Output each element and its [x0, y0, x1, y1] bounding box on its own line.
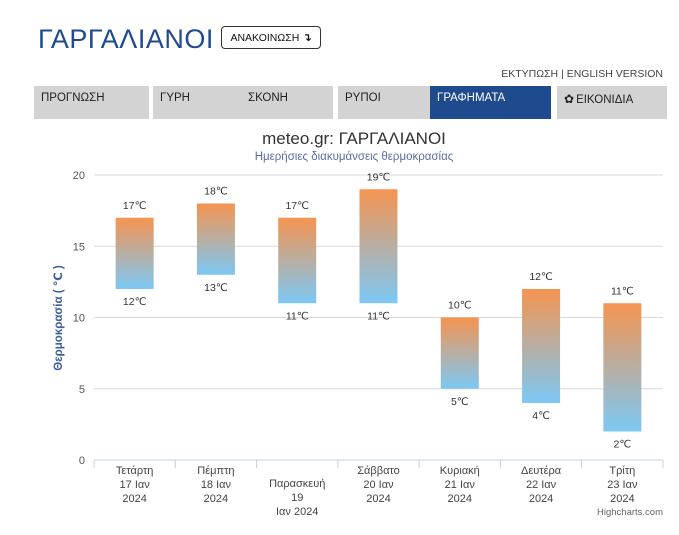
high-temp-label: 18℃ [204, 186, 227, 198]
y-tick-label: 5 [79, 384, 85, 396]
x-tick-label: Τρίτη 23 Ιαν 2024 [607, 465, 638, 505]
chart-subtitle: Ημερήσιες διακυμάνσεις θερμοκρασίας [255, 151, 454, 163]
print-link[interactable]: ΕΚΤΥΠΩΣΗ [501, 68, 559, 80]
announcement-label: ΑΝΑΚΟΙΝΩΣΗ [230, 31, 300, 44]
arrow-down-icon: ↴ [302, 32, 312, 44]
high-temp-label: 17℃ [285, 200, 308, 212]
nav-tabs: ΠΡΟΓΝΩΣΗ ΓΥΡΗ ΣΚΟΝΗ ΡΥΠΟΙ ΓΡΑΦΗΜΑΤΑ ✿ ΕΙΚ… [34, 86, 667, 119]
high-temp-label: 11℃ [611, 285, 634, 297]
gear-icon: ✿ [564, 92, 575, 106]
chart-title: meteo.gr: ΓΑΡΓΑΛΙΑΝΟΙ [262, 129, 446, 148]
temperature-range-bar [278, 217, 317, 304]
low-temp-label: 4℃ [532, 410, 550, 422]
tab-dust[interactable]: ΣΚΟΝΗ [241, 86, 333, 119]
chart-credit: Highcharts.com [597, 507, 663, 518]
tab-label: ΓΥΡΗ [160, 92, 190, 104]
x-tick-label: Σάββατο 20 Ιαν 2024 [357, 465, 399, 505]
high-temp-label: 19℃ [367, 171, 390, 183]
x-tick-label: Πέμπτη 18 Ιαν 2024 [197, 465, 234, 505]
announcement-button[interactable]: ΑΝΑΚΟΙΝΩΣΗ ↴ [221, 26, 321, 49]
tab-label: ΣΚΟΝΗ [248, 92, 288, 104]
high-temp-label: 10℃ [448, 300, 471, 312]
city-title: ΓΑΡΓΑΛΙΑΝΟΙ [38, 24, 214, 54]
x-tick-label: Κυριακή 21 Ιαν 2024 [440, 465, 480, 505]
low-temp-label: 5℃ [451, 396, 469, 408]
tab-forecast[interactable]: ΠΡΟΓΝΩΣΗ [34, 86, 149, 119]
tab-icons[interactable]: ✿ ΕΙΚΟΝΙΔΙΑ [557, 86, 667, 119]
high-temp-label: 17℃ [123, 200, 146, 212]
temperature-range-bar [115, 217, 154, 289]
low-temp-label: 13℃ [204, 282, 227, 294]
temperature-range-bar [196, 203, 235, 275]
tab-label: ΓΡΑΦΗΜΑΤΑ [437, 92, 506, 104]
english-version-link[interactable]: ENGLISH VERSION [566, 68, 663, 80]
y-tick-label: 15 [73, 241, 85, 253]
x-tick-label: Τετάρτη 17 Ιαν 2024 [116, 465, 154, 505]
y-tick-label: 20 [73, 170, 85, 182]
temperature-range-bar [359, 189, 398, 304]
tab-label: ΕΙΚΟΝΙΔΙΑ [576, 94, 634, 106]
x-tick-label: Παρασκευή 19 Ιαν 2024 [269, 478, 325, 518]
tab-charts[interactable]: ΓΡΑΦΗΜΑΤΑ [430, 86, 551, 119]
low-temp-label: 11℃ [286, 310, 309, 322]
low-temp-label: 11℃ [367, 310, 390, 322]
temperature-range-bar [522, 289, 561, 403]
temperature-range-bar [603, 303, 642, 432]
utility-links: ΕΚΤΥΠΩΣΗ | ENGLISH VERSION [501, 68, 663, 80]
y-tick-label: 10 [73, 313, 85, 325]
link-separator: | [561, 68, 564, 80]
y-tick-label: 0 [79, 455, 85, 467]
temperature-range-bar [440, 317, 479, 389]
x-tick-label: Δευτέρα 22 Ιαν 2024 [521, 465, 562, 505]
tab-label: ΠΡΟΓΝΩΣΗ [41, 92, 105, 104]
high-temp-label: 12℃ [529, 271, 552, 283]
low-temp-label: 2℃ [614, 439, 632, 451]
y-axis-title: Θερμοκρασία ( ℃ ) [53, 265, 65, 371]
tab-label: ΡΥΠΟΙ [345, 92, 381, 104]
low-temp-label: 12℃ [123, 296, 146, 308]
